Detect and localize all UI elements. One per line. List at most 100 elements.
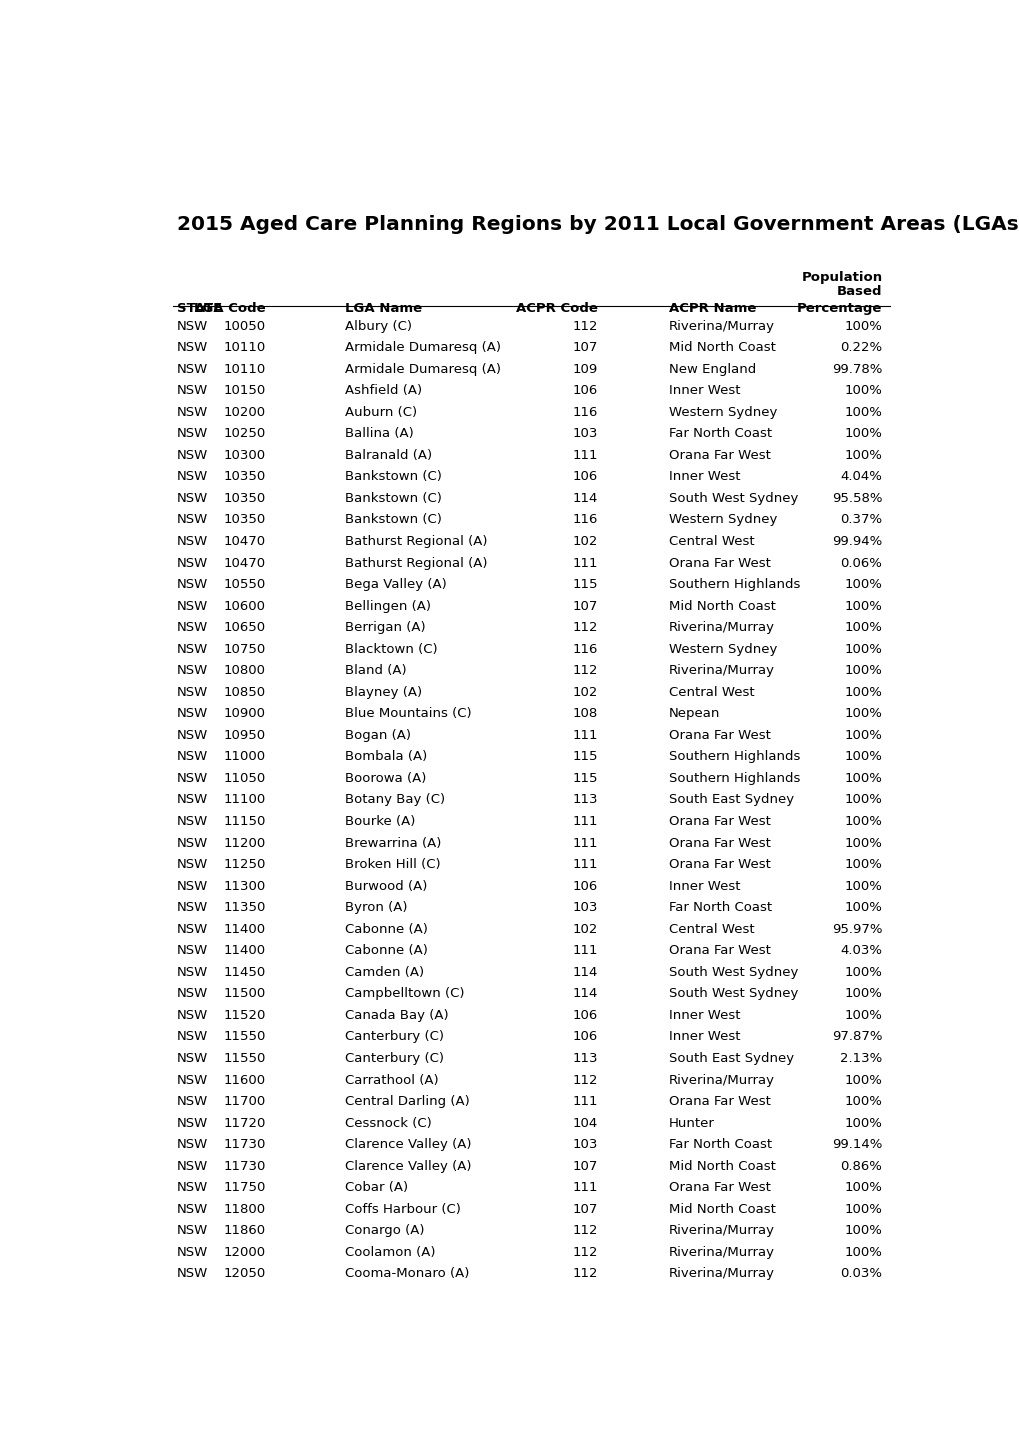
Text: NSW: NSW [176, 1009, 208, 1022]
Text: 0.22%: 0.22% [840, 342, 881, 355]
Text: Armidale Dumaresq (A): Armidale Dumaresq (A) [344, 363, 500, 376]
Text: Riverina/Murray: Riverina/Murray [668, 622, 774, 634]
Text: NSW: NSW [176, 880, 208, 893]
Text: Orana Far West: Orana Far West [668, 728, 770, 741]
Text: Carrathool (A): Carrathool (A) [344, 1073, 438, 1086]
Text: NSW: NSW [176, 836, 208, 849]
Text: 100%: 100% [844, 600, 881, 613]
Text: Bland (A): Bland (A) [344, 665, 407, 678]
Text: 107: 107 [572, 600, 597, 613]
Text: Mid North Coast: Mid North Coast [668, 1159, 775, 1172]
Text: 112: 112 [572, 665, 597, 678]
Text: NSW: NSW [176, 771, 208, 784]
Text: 100%: 100% [844, 1009, 881, 1022]
Text: Central Darling (A): Central Darling (A) [344, 1094, 469, 1107]
Text: Clarence Valley (A): Clarence Valley (A) [344, 1138, 471, 1151]
Text: 10900: 10900 [223, 708, 266, 721]
Text: 10250: 10250 [223, 427, 266, 440]
Text: 115: 115 [572, 771, 597, 784]
Text: NSW: NSW [176, 557, 208, 570]
Text: 95.58%: 95.58% [832, 492, 881, 505]
Text: 11100: 11100 [223, 793, 266, 806]
Text: Coffs Harbour (C): Coffs Harbour (C) [344, 1203, 461, 1216]
Text: 100%: 100% [844, 1224, 881, 1237]
Text: 116: 116 [572, 643, 597, 656]
Text: 107: 107 [572, 1203, 597, 1216]
Text: 109: 109 [572, 363, 597, 376]
Text: NSW: NSW [176, 1159, 208, 1172]
Text: Southern Highlands: Southern Highlands [668, 750, 800, 763]
Text: Orana Far West: Orana Far West [668, 945, 770, 957]
Text: ACPR Name: ACPR Name [668, 301, 756, 314]
Text: 114: 114 [572, 988, 597, 1001]
Text: NSW: NSW [176, 1094, 208, 1107]
Text: 112: 112 [572, 320, 597, 333]
Text: 100%: 100% [844, 405, 881, 418]
Text: 10200: 10200 [223, 405, 266, 418]
Text: 100%: 100% [844, 880, 881, 893]
Text: 103: 103 [572, 901, 597, 914]
Text: 10110: 10110 [223, 363, 266, 376]
Text: 111: 111 [572, 557, 597, 570]
Text: Based: Based [837, 286, 881, 298]
Text: 100%: 100% [844, 665, 881, 678]
Text: NSW: NSW [176, 405, 208, 418]
Text: Southern Highlands: Southern Highlands [668, 771, 800, 784]
Text: 10350: 10350 [223, 492, 266, 505]
Text: South East Sydney: South East Sydney [668, 1053, 794, 1066]
Text: Bankstown (C): Bankstown (C) [344, 492, 441, 505]
Text: Bombala (A): Bombala (A) [344, 750, 427, 763]
Text: Conargo (A): Conargo (A) [344, 1224, 424, 1237]
Text: 10650: 10650 [223, 622, 266, 634]
Text: 97.87%: 97.87% [832, 1031, 881, 1044]
Text: 103: 103 [572, 1138, 597, 1151]
Text: Orana Far West: Orana Far West [668, 1094, 770, 1107]
Text: 100%: 100% [844, 728, 881, 741]
Text: 100%: 100% [844, 1181, 881, 1194]
Text: Western Sydney: Western Sydney [668, 513, 776, 526]
Text: 99.94%: 99.94% [832, 535, 881, 548]
Text: 11250: 11250 [223, 858, 266, 871]
Text: NSW: NSW [176, 1246, 208, 1259]
Text: 10600: 10600 [223, 600, 266, 613]
Text: New England: New England [668, 363, 755, 376]
Text: NSW: NSW [176, 708, 208, 721]
Text: 100%: 100% [844, 448, 881, 461]
Text: NSW: NSW [176, 1268, 208, 1280]
Text: 11600: 11600 [223, 1073, 266, 1086]
Text: NSW: NSW [176, 665, 208, 678]
Text: Riverina/Murray: Riverina/Murray [668, 1073, 774, 1086]
Text: Bega Valley (A): Bega Valley (A) [344, 578, 446, 591]
Text: 102: 102 [572, 535, 597, 548]
Text: 113: 113 [572, 1053, 597, 1066]
Text: 112: 112 [572, 1246, 597, 1259]
Text: NSW: NSW [176, 901, 208, 914]
Text: 100%: 100% [844, 836, 881, 849]
Text: NSW: NSW [176, 427, 208, 440]
Text: 11550: 11550 [223, 1053, 266, 1066]
Text: NSW: NSW [176, 728, 208, 741]
Text: NSW: NSW [176, 1031, 208, 1044]
Text: Inner West: Inner West [668, 880, 740, 893]
Text: NSW: NSW [176, 643, 208, 656]
Text: NSW: NSW [176, 1138, 208, 1151]
Text: 11000: 11000 [223, 750, 266, 763]
Text: Boorowa (A): Boorowa (A) [344, 771, 426, 784]
Text: 11300: 11300 [223, 880, 266, 893]
Text: Western Sydney: Western Sydney [668, 643, 776, 656]
Text: Ballina (A): Ballina (A) [344, 427, 414, 440]
Text: NSW: NSW [176, 363, 208, 376]
Text: Berrigan (A): Berrigan (A) [344, 622, 425, 634]
Text: Bathurst Regional (A): Bathurst Regional (A) [344, 557, 487, 570]
Text: Camden (A): Camden (A) [344, 966, 424, 979]
Text: Inner West: Inner West [668, 1009, 740, 1022]
Text: Far North Coast: Far North Coast [668, 427, 771, 440]
Text: Bellingen (A): Bellingen (A) [344, 600, 430, 613]
Text: 11350: 11350 [223, 901, 266, 914]
Text: Orana Far West: Orana Far West [668, 557, 770, 570]
Text: NSW: NSW [176, 793, 208, 806]
Text: 2015 Aged Care Planning Regions by 2011 Local Government Areas (LGAs): 2015 Aged Care Planning Regions by 2011 … [176, 215, 1019, 234]
Text: 11520: 11520 [223, 1009, 266, 1022]
Text: 11730: 11730 [223, 1138, 266, 1151]
Text: Mid North Coast: Mid North Coast [668, 1203, 775, 1216]
